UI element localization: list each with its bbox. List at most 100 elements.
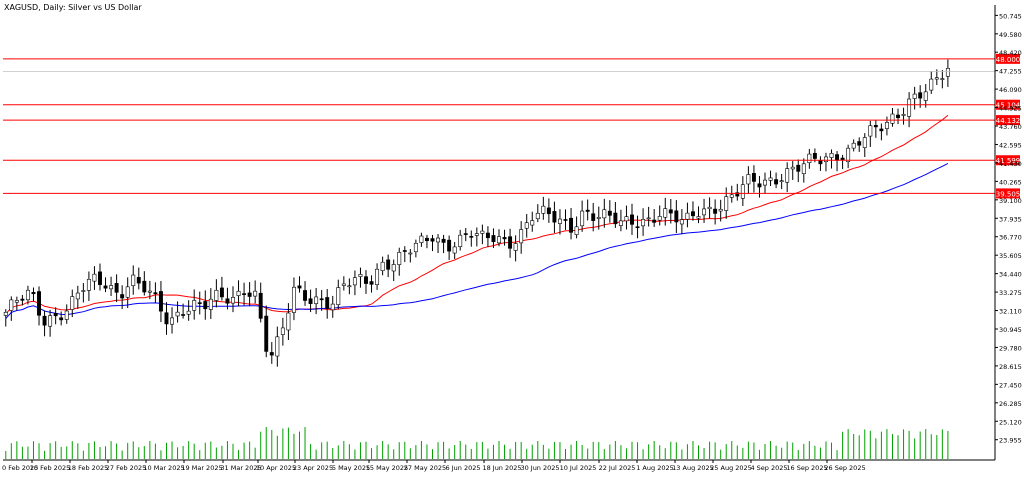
candle-body [519,229,524,244]
candle-body [580,210,585,227]
y-tick-label: 46.090 [999,86,1022,94]
candle-body [75,292,80,300]
y-tick-label: 35.605 [999,252,1022,260]
candle-body [657,216,662,221]
x-tick-label: 25 Aug 2025 [710,464,752,472]
candle-body [724,196,729,211]
candle-body [219,287,224,298]
candle-body [14,300,19,303]
candle-body [563,219,568,221]
candle-body [890,113,895,124]
candle-body [447,239,452,252]
candle-body [807,153,812,163]
candle-body [120,294,125,299]
candle-body [308,298,313,304]
candle-body [92,273,97,282]
y-tick-label: 49.580 [999,31,1022,39]
level-label: 39.505 [996,190,1021,198]
candle-body [441,238,446,243]
x-tick-label: 18 Feb 2025 [68,464,108,472]
x-tick-label: 16 Sep 2025 [786,464,827,472]
candle-body [64,310,69,320]
candle-body [474,233,479,236]
candle-body [790,166,795,170]
candle-body [170,317,174,325]
candle-body [546,207,551,215]
candle-body [242,293,247,295]
candle-body [286,312,291,331]
candle-body [607,210,612,216]
x-tick-label: 31 Mar 2025 [220,464,261,472]
y-tick-label: 42.595 [999,141,1022,149]
candle-body [630,214,634,225]
candle-body [763,179,767,186]
candle-body [247,292,252,297]
x-tick-label: 10 Mar 2025 [143,464,184,472]
y-tick-label: 25.120 [999,418,1022,426]
candle-body [125,286,130,298]
candle-body [158,291,163,312]
candle-body [530,220,535,226]
x-tick-label: 26 Sep 2025 [824,464,865,472]
y-tick-label: 39.100 [999,197,1022,205]
y-tick-label: 29.780 [999,344,1022,352]
y-tick-label: 28.615 [999,363,1022,371]
candle-body [707,206,712,210]
candle-body [729,194,734,198]
candle-body [862,137,867,148]
candle-body [557,218,562,224]
candle-body [70,296,75,310]
candle-body [663,208,668,218]
candle-body [463,233,468,235]
candle-body [912,93,917,99]
candle-body [186,310,191,315]
candle-body [109,285,114,290]
candle-body [829,152,834,158]
candle-body [291,286,296,313]
candle-body [541,205,546,214]
candle-body [635,226,640,229]
candle-body [303,290,307,301]
candle-body [485,232,490,239]
candle-body [81,290,86,292]
candle-body [679,219,684,225]
candle-body [380,261,385,272]
candle-body [469,236,474,238]
candle-body [275,336,280,357]
y-tick-label: 32.110 [999,308,1022,316]
candle-body [86,278,91,291]
candle-body [258,292,263,319]
candle-body [192,300,197,311]
candle-body [386,259,391,270]
level-label-box [996,99,1020,110]
candle-body [668,209,673,214]
y-tick-label: 44.925 [999,105,1022,113]
x-tick-label: 6 Jun 2025 [446,464,481,472]
level-label: 44.132 [996,117,1021,125]
x-tick-label: 22 Jul 2025 [599,464,636,472]
candle-body [358,274,363,277]
candle-body [508,236,513,249]
candle-body [31,292,36,295]
candle-body [325,297,330,309]
candle-body [652,219,657,223]
level-label: 45.104 [996,102,1021,110]
candle-body [674,210,679,223]
candle-body [436,237,441,243]
horizontal-levels[interactable]: 48.000 45.104 44.132 41.599 39.505 [3,53,1021,199]
volume-bars [5,427,949,459]
candle-body [53,313,58,317]
candles[interactable] [3,59,950,367]
candle-body [857,141,862,146]
candle-body [812,152,817,159]
candle-body [25,289,30,301]
x-tick-label: 1 Aug 2025 [636,464,674,472]
candle-body [774,179,779,185]
candle-body [535,212,540,220]
candle-body [785,168,790,183]
candle-body [851,142,856,149]
level-label-box [996,53,1020,64]
y-tick-label: 34.440 [999,271,1022,279]
